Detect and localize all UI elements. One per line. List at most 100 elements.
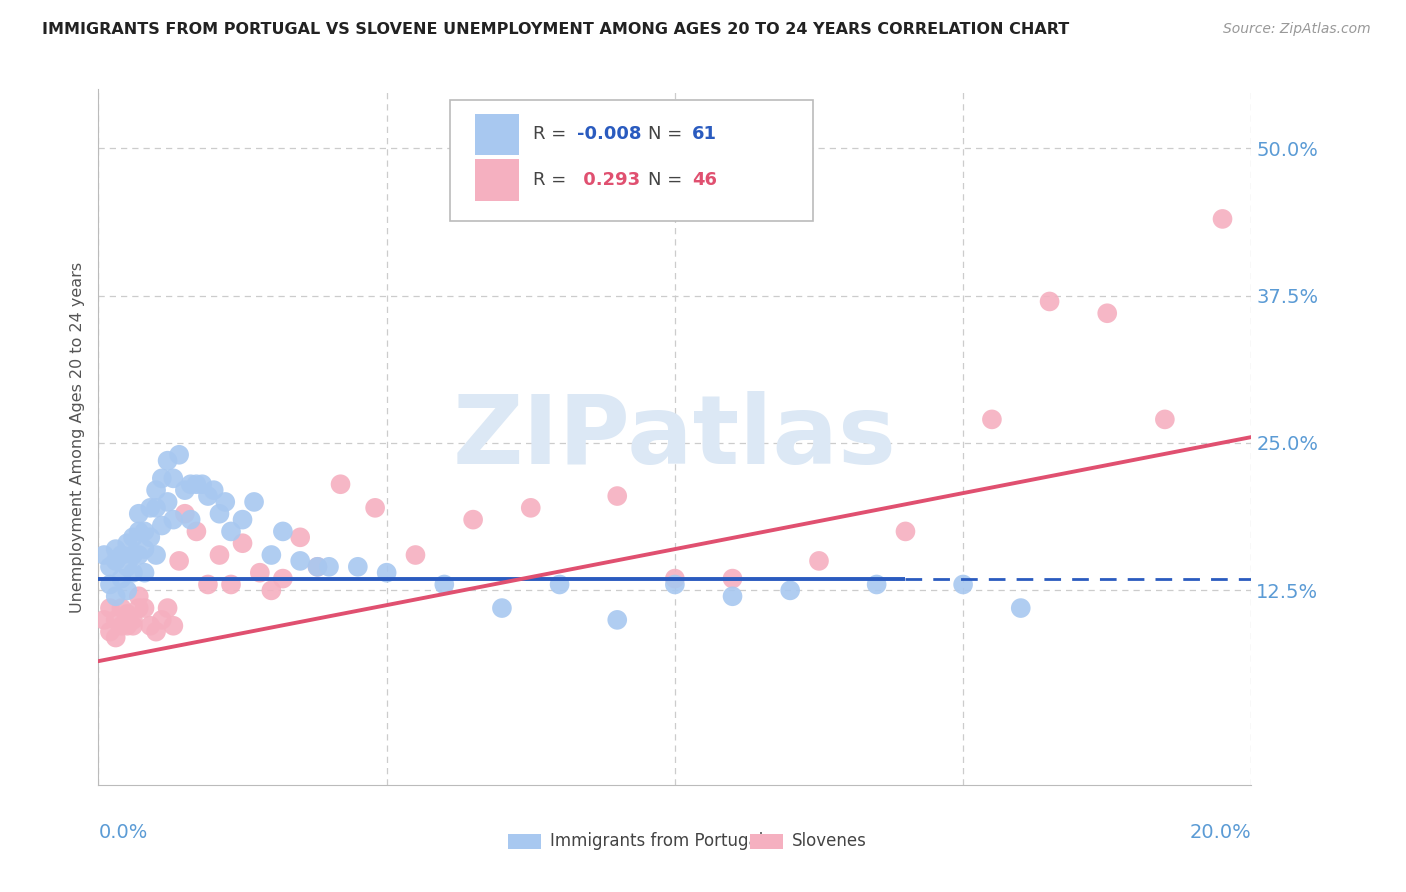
Point — [128, 524, 150, 539]
Text: -0.008: -0.008 — [576, 126, 641, 144]
Point — [117, 619, 139, 633]
Text: N =: N = — [648, 126, 689, 144]
Point — [167, 448, 190, 462]
Point — [122, 566, 145, 580]
Point — [1153, 412, 1175, 426]
Point — [186, 477, 208, 491]
Point — [197, 577, 219, 591]
Point — [191, 477, 214, 491]
Point — [290, 530, 312, 544]
Point — [98, 624, 121, 639]
Point — [271, 572, 294, 586]
Point — [167, 554, 190, 568]
Point — [491, 601, 513, 615]
Point — [894, 524, 917, 539]
Point — [433, 577, 456, 591]
Point — [122, 548, 145, 562]
Point — [104, 554, 127, 568]
Point — [174, 507, 197, 521]
Point — [139, 619, 162, 633]
Text: IMMIGRANTS FROM PORTUGAL VS SLOVENE UNEMPLOYMENT AMONG AGES 20 TO 24 YEARS CORRE: IMMIGRANTS FROM PORTUGAL VS SLOVENE UNEM… — [42, 22, 1070, 37]
Point — [128, 601, 150, 615]
Point — [162, 619, 184, 633]
Point — [110, 619, 132, 633]
Point — [219, 577, 242, 591]
Point — [721, 572, 744, 586]
Point — [162, 513, 184, 527]
Point — [202, 483, 225, 497]
Point — [197, 489, 219, 503]
Point — [405, 548, 427, 562]
Point — [520, 500, 543, 515]
Point — [180, 477, 202, 491]
Point — [1097, 306, 1119, 320]
Point — [134, 524, 156, 539]
Point — [375, 566, 398, 580]
Point — [721, 589, 744, 603]
Point — [1038, 294, 1062, 309]
Point — [318, 559, 340, 574]
Point — [156, 601, 179, 615]
Point — [364, 500, 387, 515]
Point — [98, 601, 121, 615]
Point — [134, 566, 156, 580]
Point — [156, 453, 179, 467]
Bar — [749, 834, 783, 849]
Text: Source: ZipAtlas.com: Source: ZipAtlas.com — [1223, 22, 1371, 37]
Point — [180, 513, 202, 527]
Text: 0.293: 0.293 — [576, 170, 640, 188]
Point — [117, 583, 139, 598]
Text: ZIPatlas: ZIPatlas — [453, 391, 897, 483]
Point — [329, 477, 352, 491]
Point — [128, 507, 150, 521]
Point — [104, 542, 127, 557]
Point — [139, 500, 162, 515]
Point — [93, 613, 115, 627]
Point — [807, 554, 830, 568]
Bar — [475, 159, 519, 201]
Point — [156, 495, 179, 509]
Point — [139, 530, 162, 544]
Point — [134, 542, 156, 557]
Point — [122, 619, 145, 633]
Text: 61: 61 — [692, 126, 717, 144]
Point — [104, 589, 127, 603]
Point — [98, 559, 121, 574]
Point — [162, 471, 184, 485]
Point — [104, 631, 127, 645]
Point — [150, 471, 173, 485]
FancyBboxPatch shape — [450, 100, 813, 221]
Point — [208, 548, 231, 562]
Point — [145, 624, 167, 639]
Point — [346, 559, 368, 574]
Point — [307, 559, 329, 574]
Point — [110, 601, 132, 615]
Text: R =: R = — [533, 126, 572, 144]
Point — [866, 577, 889, 591]
Bar — [475, 113, 519, 155]
Point — [307, 559, 329, 574]
Point — [981, 412, 1004, 426]
Point — [271, 524, 294, 539]
Point — [208, 507, 231, 521]
Point — [231, 513, 254, 527]
Text: 0.0%: 0.0% — [98, 823, 148, 842]
Point — [122, 530, 145, 544]
Point — [1010, 601, 1032, 615]
Point — [128, 548, 150, 562]
Point — [779, 583, 801, 598]
Point — [606, 489, 628, 503]
Point — [174, 483, 197, 497]
Point — [150, 613, 173, 627]
Point — [145, 548, 167, 562]
Point — [664, 577, 686, 591]
Text: 20.0%: 20.0% — [1189, 823, 1251, 842]
Point — [117, 607, 139, 621]
Point — [548, 577, 571, 591]
Point — [664, 572, 686, 586]
Point — [145, 500, 167, 515]
Point — [1212, 211, 1234, 226]
Point — [290, 554, 312, 568]
Point — [122, 613, 145, 627]
Point — [117, 536, 139, 550]
